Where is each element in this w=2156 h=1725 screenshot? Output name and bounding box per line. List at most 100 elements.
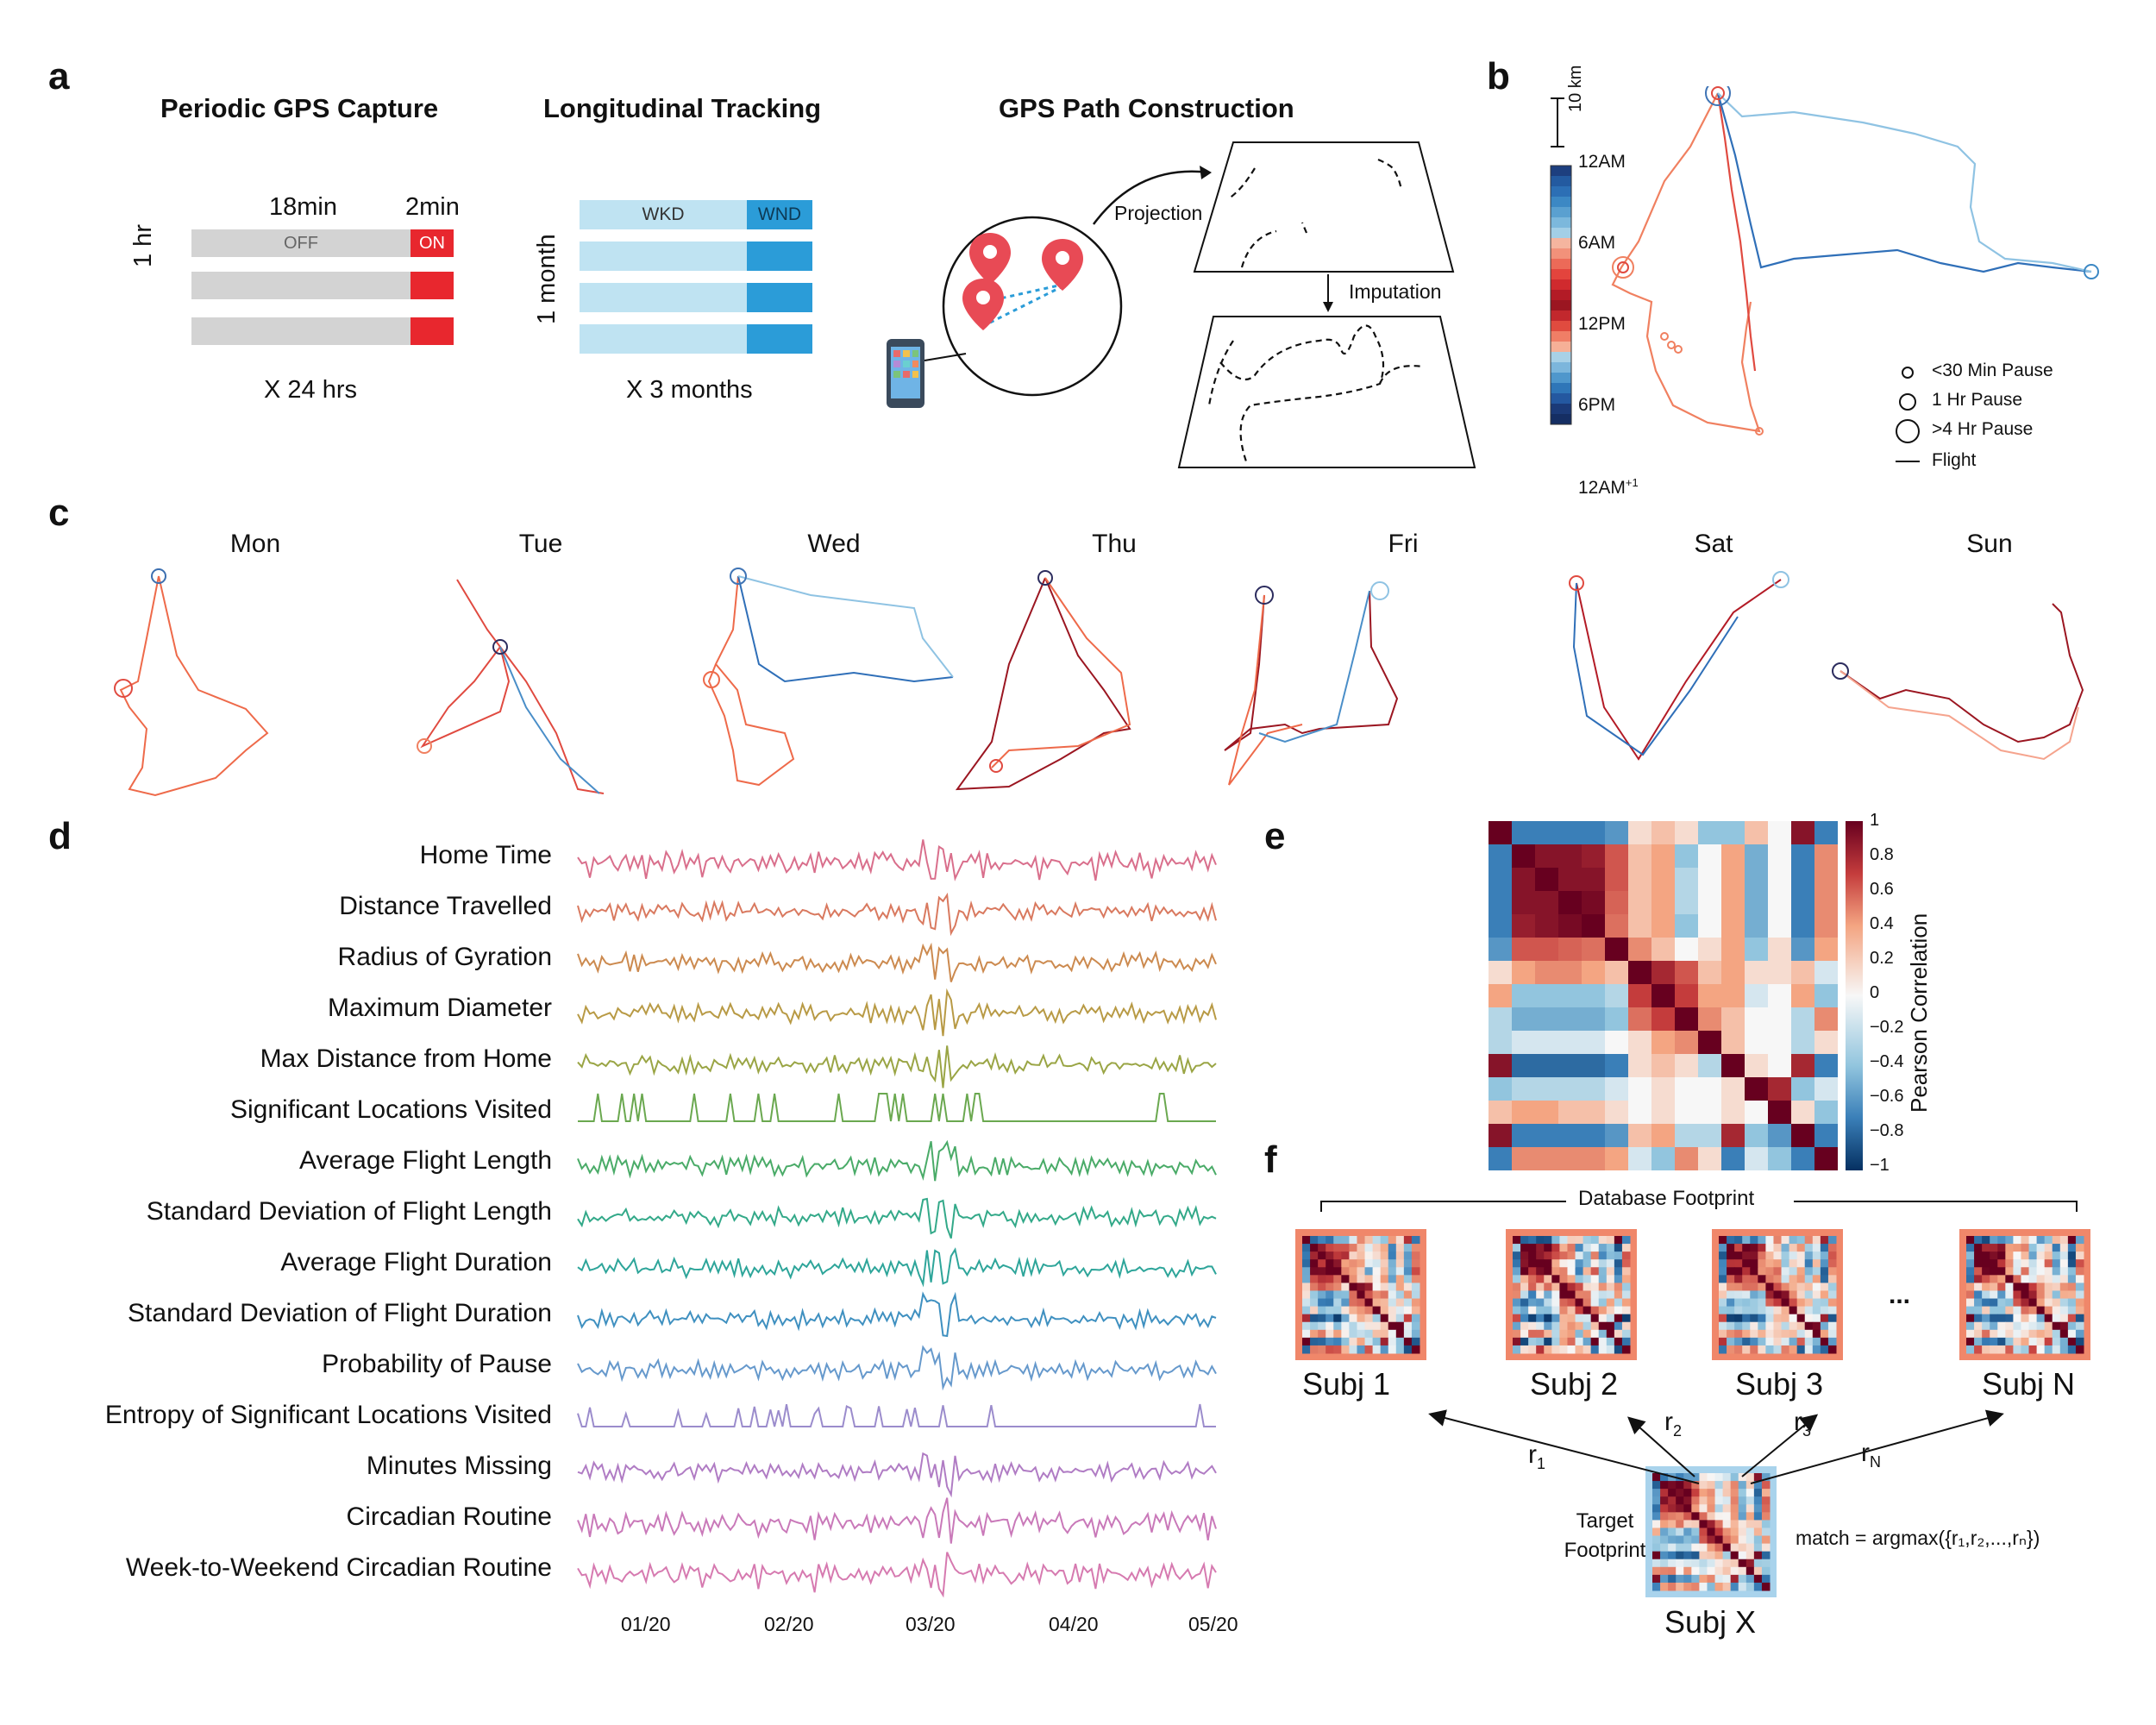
heatmap-cell [1536,1236,1545,1245]
heatmap-cell [1727,1244,1735,1252]
heatmap-cell [1812,1267,1821,1276]
heatmap-cell [1765,1267,1774,1276]
heatmap-cell [1750,1259,1758,1268]
heatmap-cell [2028,1290,2038,1300]
heatmap-cell [1357,1321,1366,1331]
heatmap-cell [2044,1321,2053,1331]
heatmap-cell [1768,1054,1792,1078]
heatmap-cell [1567,1283,1576,1291]
weekly-trajectories [114,568,2084,797]
heatmap-cell [2013,1329,2021,1339]
heatmap-cell [1395,1236,1405,1245]
heatmap-cell [1742,1298,1751,1308]
heatmap-cell [1559,1337,1568,1346]
heatmap-cell [1333,1314,1342,1323]
capture-on-bar-1: ON [411,229,454,257]
heatmap-cell [1513,1345,1521,1354]
weekday-bar-3 [580,283,747,312]
heatmap-cell [1606,1267,1615,1276]
day-label-sat: Sat [1694,530,1733,558]
heatmap-cell [1691,1496,1700,1505]
heatmap-cell [1738,1473,1747,1482]
heatmap-cell [1982,1275,1990,1283]
heatmap-cell [1698,1077,1722,1101]
heatmap-cell [2052,1236,2061,1245]
heatmap-cell [2075,1244,2084,1252]
heatmap-cell [1651,891,1676,915]
heatmap-cell [1668,1551,1677,1560]
heatmap-cell [1719,1290,1727,1300]
heatmap-cell [1730,1574,1739,1584]
heatmap-cell [1558,891,1583,915]
heatmap-cell [1814,1077,1838,1101]
colorbar-label: Pearson Correlation [1906,913,1932,1113]
heatmap-cell [1349,1283,1357,1291]
heatmap-cell [1310,1314,1319,1323]
heatmap-cell [1734,1337,1743,1346]
heatmap-cell [1990,1290,1998,1300]
heatmap-cell [1691,1574,1700,1584]
subj-n-label: Subj N [1982,1366,2076,1402]
heatmap-cell [1804,1251,1814,1260]
heatmap-cell [1489,914,1513,938]
footprint-subj-x [1645,1466,1777,1597]
heatmap-cell [1753,1512,1763,1521]
heatmap-cell [1814,891,1838,915]
heatmap-cell [1714,1566,1724,1576]
heatmap-cell [1982,1290,1990,1300]
heatmap-cell [1765,1290,1774,1300]
heatmap-cell [1789,1329,1798,1339]
heatmap-cell [1512,821,1536,845]
heatmap-cell [2021,1236,2030,1245]
heatmap-cell [1791,914,1815,938]
r2-label: r2 [1664,1408,1682,1440]
heatmap-cell [1567,1290,1576,1300]
heatmap-cell [1349,1345,1357,1354]
heatmap-cell [1683,1543,1692,1552]
metric-label-home-time: Home Time [419,841,552,869]
heatmap-cell [1727,1329,1735,1339]
heatmap-cell [1544,1329,1552,1339]
heatmap-cell [1528,1314,1537,1323]
heatmap-cell [1326,1345,1334,1354]
heatmap-cell [1982,1236,1990,1245]
subjects-ellipsis: ... [1889,1281,1911,1309]
heatmap-cell [1302,1251,1311,1260]
heatmap-cell [2013,1259,2021,1268]
heatmap-cell [1738,1504,1747,1513]
heatmap-cell [1652,1496,1661,1505]
heatmap-cell [2021,1298,2030,1308]
heatmap-cell [1302,1337,1311,1346]
heatmap-cell [1598,1259,1608,1268]
heatmap-cell [1827,1275,1837,1283]
heatmap-cell [1796,1306,1806,1315]
timeseries-line [577,1552,1217,1598]
heatmap-cell [1411,1283,1420,1291]
heatmap-cell [2036,1345,2046,1354]
heatmap-cell [1730,1582,1739,1591]
heatmap-cell [1333,1290,1342,1300]
heatmap-cell [1551,1267,1560,1276]
heatmap-cell [1660,1582,1669,1591]
rn-sub: N [1870,1453,1881,1471]
heatmap-cell [1742,1275,1751,1283]
heatmap-cell [1714,1535,1724,1545]
heatmap-cell [2028,1275,2038,1283]
heatmap-cell [2075,1298,2084,1308]
heatmap-cell [1651,1124,1676,1148]
heatmap-cell [1372,1314,1382,1323]
heatmap-cell [1652,1481,1661,1490]
heatmap-cell [1789,1337,1798,1346]
heatmap-cell [2044,1251,2053,1260]
heatmap-cell [1551,1314,1560,1323]
heatmap-cell [1403,1298,1413,1308]
heatmap-cell [1558,1054,1583,1078]
heatmap-cell [2021,1283,2030,1291]
heatmap-cell [1730,1559,1739,1568]
heatmap-cell [1753,1566,1763,1576]
heatmap-cell [1582,961,1606,985]
heatmap-cell [1789,1244,1798,1252]
heatmap-cell [1558,914,1583,938]
heatmap-cell [1614,1283,1623,1291]
heatmap-cell [1349,1321,1357,1331]
